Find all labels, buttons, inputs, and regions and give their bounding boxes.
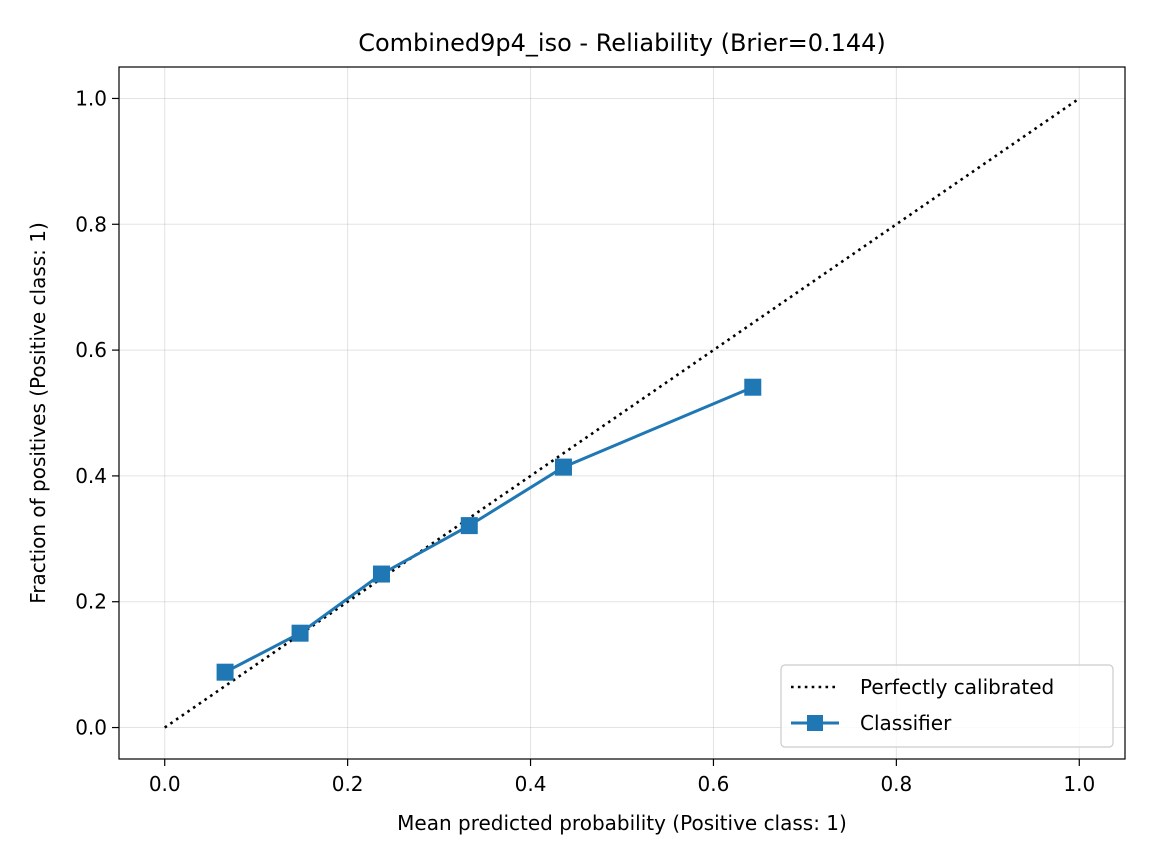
- x-tick-label-2: 0.4: [515, 772, 547, 796]
- data-point-1-0: [216, 663, 234, 681]
- x-tick-label-0: 0.0: [149, 772, 181, 796]
- y-tick-label-5: 1.0: [75, 86, 107, 110]
- x-tick-label-3: 0.6: [698, 772, 730, 796]
- x-axis-label: Mean predicted probability (Positive cla…: [397, 811, 847, 835]
- legend-marker-1: [807, 715, 823, 731]
- data-point-1-2: [372, 565, 390, 583]
- series-line-0: [163, 97, 1081, 729]
- data-point-1-3: [460, 517, 478, 535]
- legend-box: [780, 664, 1114, 748]
- plot-series: [163, 97, 1081, 729]
- grid: [119, 67, 1125, 759]
- data-point-1-1: [291, 624, 309, 642]
- axes-frame: [118, 66, 1126, 760]
- y-tick-label-0: 0.0: [75, 716, 107, 740]
- data-point-1-4: [554, 458, 572, 476]
- x-tick-label-4: 0.8: [880, 772, 912, 796]
- data-point-1-5: [744, 378, 762, 396]
- y-tick-label-4: 0.8: [75, 212, 107, 236]
- legend: Perfectly calibrated Classifier: [780, 664, 1114, 748]
- axis-ticks: 0.0 0.2 0.4 0.6 0.8 1.0 0.0 0.2 0.4 0.6 0.8 1.0: [75, 86, 1095, 796]
- y-tick-label-3: 0.6: [75, 338, 107, 362]
- y-tick-label-1: 0.2: [75, 590, 107, 614]
- x-tick-label-1: 0.2: [332, 772, 364, 796]
- y-tick-label-2: 0.4: [75, 464, 107, 488]
- legend-label-0: Perfectly calibrated: [860, 675, 1054, 699]
- y-axis-label: Fraction of positives (Positive class: 1…: [26, 222, 50, 604]
- legend-label-1: Classifier: [860, 711, 952, 735]
- series-line-1: [224, 385, 754, 674]
- x-tick-label-5: 1.0: [1063, 772, 1095, 796]
- chart-title: Combined9p4_iso - Reliability (Brier=0.1…: [358, 29, 886, 57]
